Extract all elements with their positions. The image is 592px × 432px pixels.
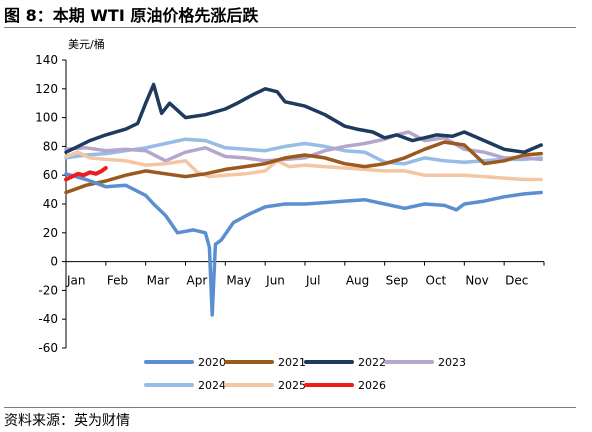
series-line-2021 xyxy=(64,140,543,195)
source-note: 资料来源：英为财情 xyxy=(4,413,130,429)
axes: 140 120 100 80 60 40 20 0 -20 -40 -60 Jan Feb Mar Apr M… xyxy=(35,53,545,355)
x-tick-label: Mar xyxy=(147,274,170,288)
series-line-2020 xyxy=(64,172,543,317)
legend: 2020 2021 2022 2023 2024 2025 2026 xyxy=(144,356,466,392)
x-tick-label: Feb xyxy=(107,274,128,288)
legend-label-2021: 2021 xyxy=(278,356,306,369)
x-tick-label: Sep xyxy=(386,274,409,288)
x-tick-label: Dec xyxy=(505,274,528,288)
y-tick-label: 20 xyxy=(43,226,58,240)
x-tick-label: Apr xyxy=(187,274,208,288)
y-tick-label: -40 xyxy=(38,312,58,326)
y-tick-label: -60 xyxy=(38,341,58,355)
x-tick-label: Nov xyxy=(465,274,488,288)
y-tick-label: 100 xyxy=(35,111,58,125)
series-line-2025 xyxy=(64,150,543,182)
legend-label-2022: 2022 xyxy=(358,356,386,369)
figure-title: 图 8：本期 WTI 原油价格先涨后跌 xyxy=(4,6,259,25)
x-tick-label: Jan xyxy=(66,274,86,288)
y-tick-label: 120 xyxy=(35,82,58,96)
x-tick-label: May xyxy=(226,274,251,288)
y-axis-unit-label: 美元/桶 xyxy=(68,37,105,51)
y-tick-label: -20 xyxy=(38,283,58,297)
legend-label-2026: 2026 xyxy=(358,379,386,392)
series-line-2026 xyxy=(64,166,108,182)
y-tick-label: 0 xyxy=(50,255,58,269)
legend-label-2024: 2024 xyxy=(198,379,226,392)
y-tick-label: 140 xyxy=(35,53,58,67)
y-tick-label: 40 xyxy=(43,197,58,211)
series-line-2024 xyxy=(64,137,543,166)
series-layer xyxy=(64,82,543,317)
legend-label-2020: 2020 xyxy=(198,356,226,369)
source-rule xyxy=(4,407,576,408)
x-tick-label: Oct xyxy=(426,274,447,288)
series-line-2023 xyxy=(64,130,543,163)
x-tick-label: Aug xyxy=(346,274,369,288)
y-tick-label: 60 xyxy=(43,168,58,182)
x-tick-label: Jul xyxy=(305,274,320,288)
title-rule xyxy=(4,27,576,28)
series-line-2022 xyxy=(64,82,543,154)
legend-label-2025: 2025 xyxy=(278,379,306,392)
legend-label-2023: 2023 xyxy=(438,356,466,369)
x-tick-label: Jun xyxy=(265,274,285,288)
y-tick-label: 80 xyxy=(43,139,58,153)
